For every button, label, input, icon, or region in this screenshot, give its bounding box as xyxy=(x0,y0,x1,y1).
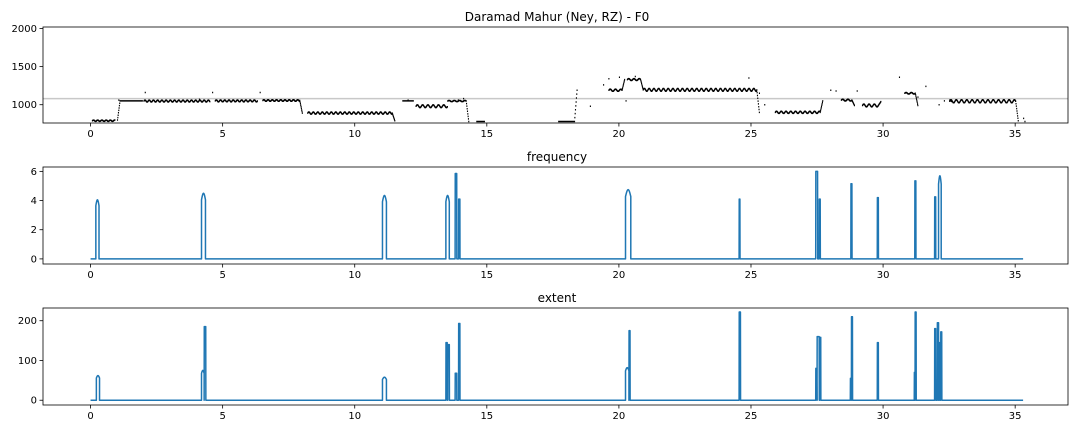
frequency-axes-frame xyxy=(42,166,1069,265)
extent-x-tick-label: 15 xyxy=(480,411,493,422)
f0-x-tick-label: 0 xyxy=(87,129,93,140)
frequency-x-tick-label: 30 xyxy=(877,270,890,281)
frequency-series-line xyxy=(90,170,1024,260)
f0-x-tick-label: 20 xyxy=(613,129,626,140)
extent-x-tick-label: 5 xyxy=(219,411,225,422)
frequency-plot-area xyxy=(90,170,1024,260)
f0-y-tick-label: 1000 xyxy=(12,100,37,111)
extent-x-tick-label: 10 xyxy=(348,411,361,422)
frequency-x-tick-label: 25 xyxy=(745,270,758,281)
frequency-panel: frequency 0 5 10 15 20 25 30 35 0 2 4 6 xyxy=(31,150,1069,281)
frequency-y-tick-label: 4 xyxy=(31,196,37,207)
f0-contour-points xyxy=(91,75,1026,123)
frequency-ticks: 0 5 10 15 20 25 30 35 0 2 4 6 xyxy=(31,167,1022,281)
frequency-y-tick-label: 2 xyxy=(31,225,37,236)
frequency-x-tick-label: 15 xyxy=(480,270,493,281)
f0-x-tick-label: 5 xyxy=(219,129,225,140)
extent-plot-area xyxy=(90,311,1024,401)
extent-x-tick-label: 25 xyxy=(745,411,758,422)
extent-ticks: 0 5 10 15 20 25 30 35 0 100 200 xyxy=(18,316,1022,422)
frequency-x-tick-label: 35 xyxy=(1009,270,1022,281)
extent-panel: extent 0 5 10 15 20 25 30 35 0 100 200 xyxy=(18,291,1069,422)
f0-x-tick-label: 15 xyxy=(480,129,493,140)
f0-x-tick-label: 25 xyxy=(745,129,758,140)
extent-x-tick-label: 20 xyxy=(613,411,626,422)
f0-x-tick-label: 35 xyxy=(1009,129,1022,140)
extent-x-tick-label: 0 xyxy=(87,411,93,422)
frequency-x-tick-label: 10 xyxy=(348,270,361,281)
frequency-y-tick-label: 0 xyxy=(31,254,37,265)
f0-title: Daramad Mahur (Ney, RZ) - F0 xyxy=(465,10,650,24)
extent-axes-frame xyxy=(42,307,1069,406)
frequency-x-tick-label: 20 xyxy=(613,270,626,281)
f0-x-tick-label: 10 xyxy=(348,129,361,140)
frequency-title: frequency xyxy=(527,150,587,164)
f0-plot-area xyxy=(43,75,1068,123)
frequency-x-tick-label: 5 xyxy=(219,270,225,281)
extent-series-line xyxy=(90,311,1024,401)
extent-y-tick-label: 200 xyxy=(18,316,37,327)
extent-x-tick-label: 35 xyxy=(1009,411,1022,422)
extent-y-tick-label: 0 xyxy=(31,396,37,407)
frequency-y-tick-label: 6 xyxy=(31,167,37,178)
extent-title: extent xyxy=(538,291,577,305)
extent-x-tick-label: 30 xyxy=(877,411,890,422)
f0-ticks: 0 5 10 15 20 25 30 35 1000 1500 2000 xyxy=(12,24,1022,140)
frequency-x-tick-label: 0 xyxy=(87,270,93,281)
f0-panel: Daramad Mahur (Ney, RZ) - F0 0 5 10 15 20 25 3… xyxy=(12,10,1069,140)
f0-x-tick-label: 30 xyxy=(877,129,890,140)
f0-y-tick-label: 1500 xyxy=(12,62,37,73)
f0-axes-frame xyxy=(42,26,1069,124)
f0-y-tick-label: 2000 xyxy=(12,24,37,35)
extent-y-tick-label: 100 xyxy=(18,356,37,367)
